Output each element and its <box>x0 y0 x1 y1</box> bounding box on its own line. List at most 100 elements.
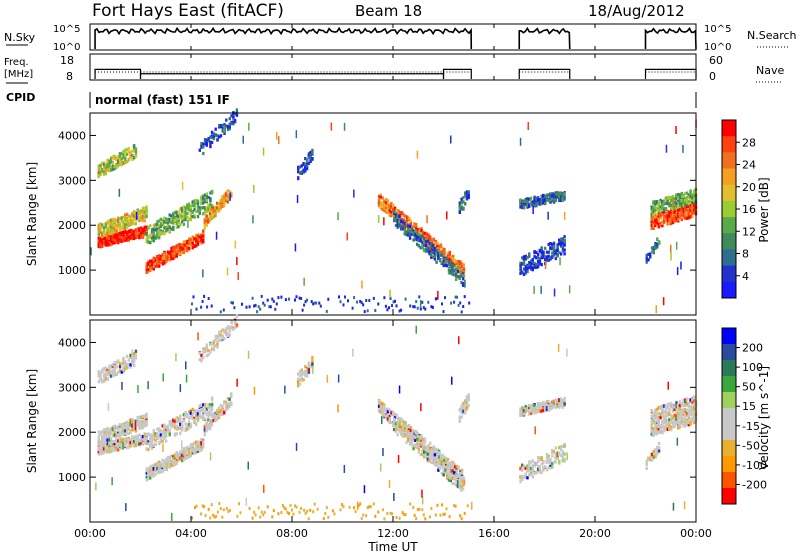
heat-cell <box>156 466 159 470</box>
heat-cell <box>196 447 200 451</box>
heat-cell <box>106 235 109 239</box>
heat-cell <box>200 198 203 202</box>
heat-cell <box>379 401 382 405</box>
heat-cell <box>154 442 157 446</box>
heat-cell <box>196 233 200 237</box>
heat-cell <box>102 241 106 245</box>
heat-cell <box>117 441 120 446</box>
heat-cell <box>456 275 459 279</box>
heat-cell <box>161 231 164 235</box>
heat-cell <box>154 438 157 442</box>
heat-cell <box>649 255 652 259</box>
heat-cell <box>416 237 419 241</box>
heat-cell <box>677 193 680 197</box>
heat-cell <box>214 344 217 348</box>
heat-cell <box>235 314 239 318</box>
heat-cell <box>203 142 207 146</box>
heat-cell <box>671 213 675 217</box>
heat-cell <box>134 218 138 222</box>
heat-cell <box>180 217 184 221</box>
heat-cell <box>117 234 120 238</box>
heat-cell <box>680 261 682 270</box>
heat-cell <box>304 300 307 304</box>
heat-cell <box>455 260 458 264</box>
heat-cell <box>147 270 150 274</box>
heat-cell <box>131 435 134 439</box>
heat-cell <box>216 134 219 138</box>
heat-cell <box>462 207 465 211</box>
heat-cell <box>433 249 437 254</box>
heat-cell <box>140 434 143 438</box>
heat-cell <box>203 226 206 230</box>
heat-cell <box>216 206 219 210</box>
heat-cell <box>173 254 177 258</box>
heat-cell <box>524 254 527 258</box>
heat-cell <box>444 258 447 262</box>
heat-cell <box>675 193 678 197</box>
heat-cell <box>173 219 177 223</box>
heat-cell <box>536 263 540 267</box>
heat-cell <box>426 249 429 253</box>
heat-cell <box>113 442 116 446</box>
heat-cell <box>226 194 229 198</box>
heat-cell <box>202 347 205 351</box>
heat-cell <box>170 218 173 222</box>
heat-cell <box>120 423 123 427</box>
heat-cell <box>408 236 412 240</box>
heat-cell <box>552 251 556 255</box>
heat-cell <box>168 213 171 217</box>
heat-cell <box>186 415 189 419</box>
heat-cell <box>196 409 200 413</box>
heat-cell <box>435 251 438 255</box>
heat-cell <box>218 334 221 338</box>
heat-cell <box>235 110 239 114</box>
heat-cell <box>191 239 194 243</box>
heat-cell <box>685 191 689 195</box>
heat-cell <box>180 428 184 432</box>
heat-cell <box>136 227 139 231</box>
heat-cell <box>556 191 559 195</box>
heat-cell <box>120 444 123 448</box>
heat-cell <box>559 240 563 244</box>
heat-cell <box>381 402 384 406</box>
heat-cell <box>309 159 312 163</box>
heat-cell <box>106 165 109 169</box>
heat-cell <box>145 270 148 274</box>
heat-cell <box>106 376 109 380</box>
heat-cell <box>203 347 207 351</box>
heat-cell <box>670 208 673 212</box>
heat-cell <box>298 370 302 374</box>
heat-cell <box>129 422 132 426</box>
heat-cell <box>379 405 382 410</box>
heat-cell <box>101 231 104 235</box>
heat-cell <box>656 243 659 247</box>
heat-cell <box>99 224 102 229</box>
heat-cell <box>521 256 524 260</box>
heat-cell <box>666 215 669 220</box>
heat-cell <box>274 307 277 311</box>
heat-cell <box>217 406 221 410</box>
heat-cell <box>232 327 235 331</box>
heat-cell <box>97 224 100 228</box>
heat-cell <box>113 167 116 171</box>
heat-cell <box>412 305 415 309</box>
heat-cell <box>115 229 118 233</box>
heat-cell <box>650 250 654 254</box>
heat-cell <box>389 289 391 298</box>
heat-cell <box>540 256 543 260</box>
heat-cell <box>394 223 398 228</box>
heat-cell <box>654 245 657 249</box>
heat-cell <box>304 169 307 173</box>
heat-cell <box>650 246 654 250</box>
heat-cell <box>452 465 455 469</box>
heat-cell <box>177 453 180 457</box>
heat-cell <box>421 300 424 304</box>
heat-cell <box>680 209 683 213</box>
heat-cell <box>143 433 146 438</box>
heat-cell <box>652 213 655 217</box>
nsearch-tick-low: 10^0 <box>704 42 731 53</box>
heat-cell <box>170 257 173 261</box>
heat-cell <box>152 437 155 441</box>
heat-cell <box>210 216 214 221</box>
heat-cell <box>122 223 125 227</box>
